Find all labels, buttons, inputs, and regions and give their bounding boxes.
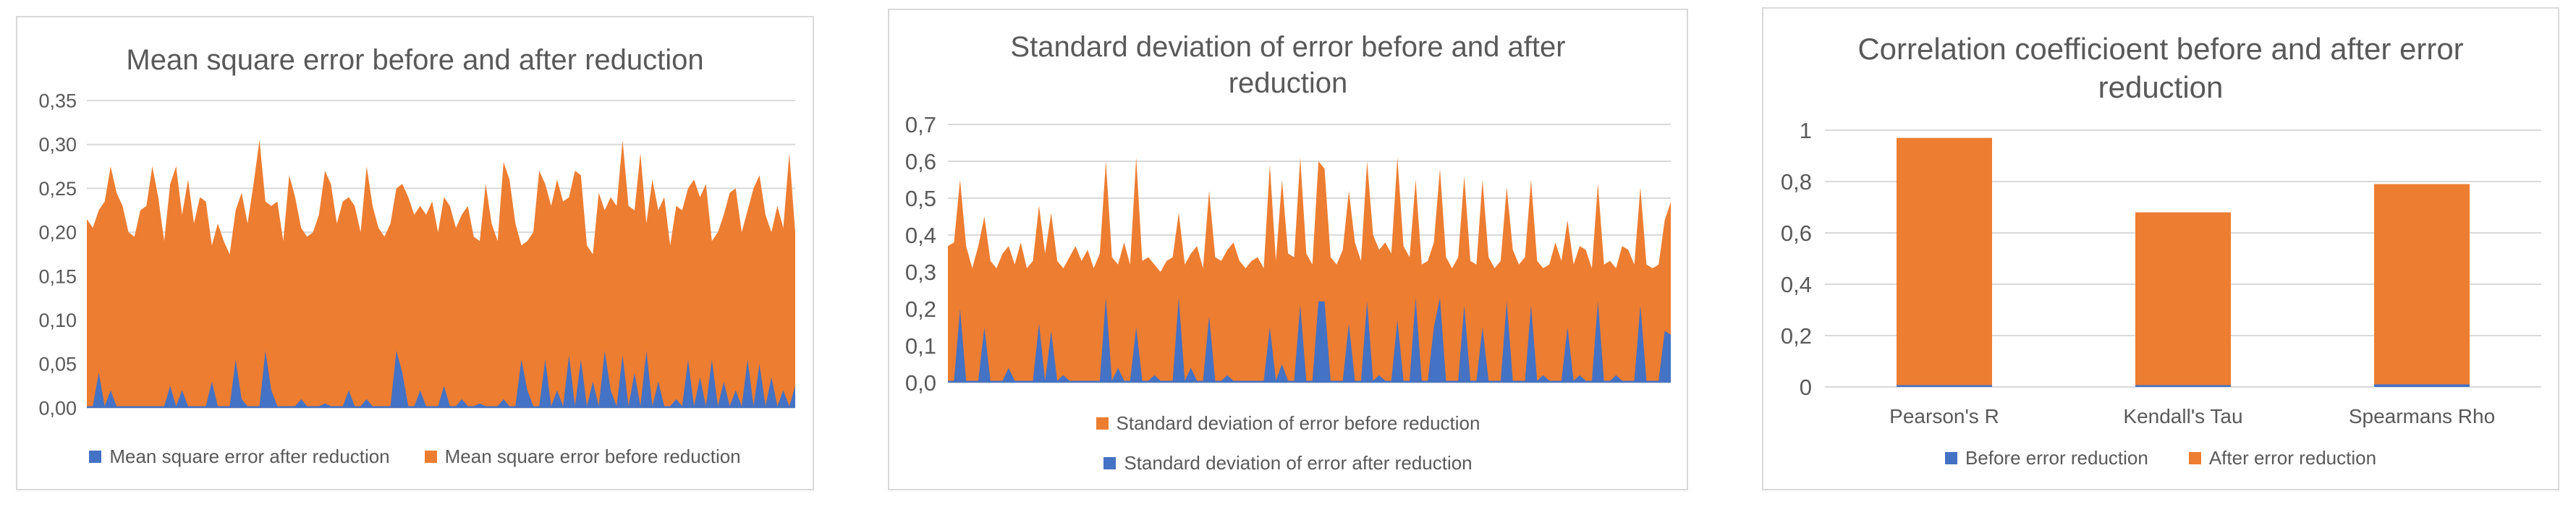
chart-title-correlation-coefficient: Correlation coefficioent before and afte… (1857, 32, 2464, 104)
y-axis-tick-label: 0,4 (1781, 272, 1812, 297)
y-axis-tick-label: 0,6 (1781, 221, 1812, 246)
bar-after-error-reduction (1897, 137, 1992, 387)
y-axis-tick-label: 0,2 (905, 297, 936, 322)
chart-panel-standard-deviation: Standard deviation of error before and a… (888, 9, 1688, 490)
chart-panel-correlation-coefficient: Correlation coefficioent before and afte… (1762, 7, 2559, 490)
bar-after-error-reduction (2374, 184, 2470, 388)
legend-item: Mean square error after reduction (89, 446, 390, 468)
y-axis-tick-label: 0,4 (905, 223, 936, 248)
area-series (948, 297, 1671, 383)
legend-label: Standard deviation of error after reduct… (1124, 452, 1473, 474)
area-series (948, 157, 1671, 383)
y-axis-tick-label: 0,5 (905, 186, 936, 211)
legend-item: Mean square error before reduction (424, 446, 741, 468)
chart-title-standard-deviation: Standard deviation of error before and a… (1010, 31, 1566, 99)
y-axis-tick-label: 0,0 (905, 370, 936, 396)
y-axis-tick-label: 0,1 (905, 333, 936, 359)
y-axis-tick-label: 0,00 (38, 397, 77, 419)
y-axis-tick-label: 0,30 (38, 134, 77, 155)
y-axis-tick-label: 0,7 (905, 112, 936, 137)
legend-label: Standard deviation of error before reduc… (1116, 412, 1480, 434)
legend-item: Standard deviation of error after reduct… (1103, 452, 1473, 474)
bar-before-error-reduction (2374, 384, 2470, 387)
y-axis-tick-label: 0,25 (38, 178, 77, 200)
chart-legend-mean-square-error: Mean square error after reduction Mean sq… (17, 446, 813, 468)
chart-title-mean-square-error: Mean square error before and after reduc… (126, 44, 704, 76)
correlation-coefficient-plot: 0 0,2 0,4 0,6 0,8 1 (1781, 118, 2541, 400)
y-axis-tick-label: 0,20 (38, 222, 77, 244)
legend-swatch-icon (1103, 457, 1117, 469)
bar-after-error-reduction (2135, 212, 2231, 387)
y-axis-tick-label: 0,15 (38, 265, 77, 287)
y-axis-tick-label: 0,8 (1781, 169, 1812, 195)
legend-swatch-icon (1944, 452, 1957, 464)
y-axis-tick-label: 0,05 (38, 354, 77, 375)
legend-label: After error reduction (2208, 447, 2377, 469)
y-axis-tick-label: 0,3 (905, 260, 936, 285)
standard-deviation-plot: 0,0 0,1 0,2 0,3 0,4 0,5 0,6 0,7 (905, 112, 1671, 396)
y-axis-tick-label: 0,6 (905, 149, 936, 174)
y-axis-tick-label: 0 (1800, 375, 1812, 400)
area-series (87, 351, 795, 408)
bar-before-error-reduction (2135, 385, 2231, 387)
legend-swatch-icon (1096, 417, 1109, 430)
legend-swatch-icon (2188, 452, 2201, 464)
legend-label: Before error reduction (1965, 447, 2148, 469)
bar-before-error-reduction (1897, 385, 1992, 387)
legend-item: Before error reduction (1944, 447, 2148, 469)
legend-swatch-icon (424, 451, 437, 463)
legend-swatch-icon (89, 451, 102, 463)
mean-square-error-plot: 0,00 0,05 0,10 0,15 0,20 0,25 0,30 0,35 (38, 90, 795, 419)
y-axis-tick-label: 0,2 (1781, 323, 1812, 349)
chart-legend-standard-deviation: Standard deviation of error before reduc… (889, 412, 1687, 474)
chart-panel-mean-square-error: Mean square error before and after reduc… (16, 16, 814, 490)
area-series (87, 140, 795, 408)
legend-label: Mean square error after reduction (109, 446, 390, 467)
legend-item: Standard deviation of error before reduc… (1096, 412, 1480, 435)
y-axis-tick-label: 0,35 (38, 90, 77, 111)
legend-label: Mean square error before reduction (444, 446, 741, 467)
legend-item: After error reduction (2188, 447, 2377, 469)
y-axis-tick-label: 0,10 (38, 310, 77, 331)
chart-legend-correlation-coefficient: Before error reduction After error reduct… (1763, 447, 2558, 469)
y-axis-tick-label: 1 (1800, 118, 1812, 143)
